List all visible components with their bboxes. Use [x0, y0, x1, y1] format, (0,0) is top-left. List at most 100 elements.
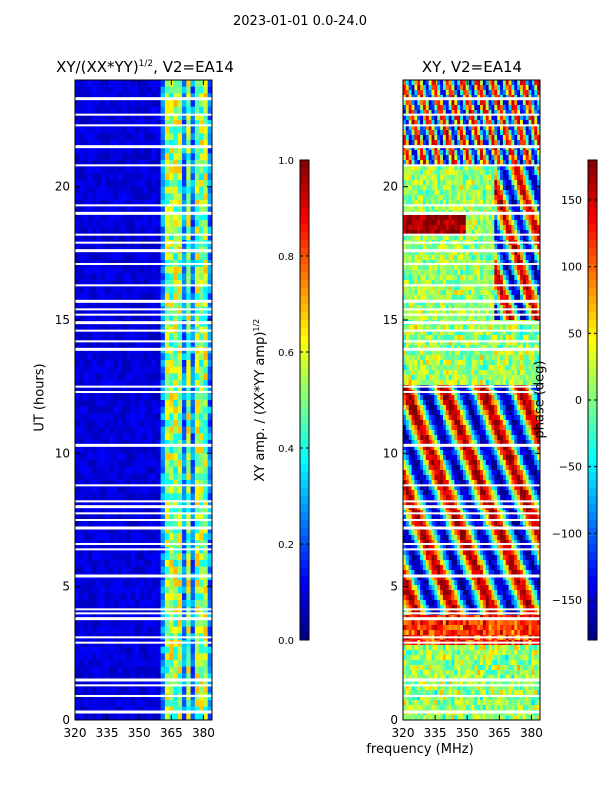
- left-flag-row: [75, 443, 212, 447]
- left-xtick-label: 380: [192, 726, 215, 740]
- left-flag-row: [75, 145, 212, 149]
- right-flag-row: [403, 512, 540, 515]
- left-flag-row: [75, 211, 212, 215]
- left-ytick-label: 10: [55, 446, 70, 460]
- left-flag-row: [75, 385, 212, 388]
- left-flag-row: [75, 329, 212, 332]
- right-plot-title: XY, V2=EA14: [421, 58, 523, 76]
- left-flag-row: [75, 263, 212, 265]
- right-flag-row: [403, 443, 540, 447]
- right-flag-row: [403, 710, 540, 714]
- right-flag-row: [403, 263, 540, 265]
- left-cbar-tick-label: 0.4: [278, 444, 294, 455]
- right-cbar-tick-label: 100: [561, 261, 582, 274]
- right-cbar-tick-label: −50: [559, 461, 582, 474]
- flagged-rows: [75, 97, 540, 714]
- left-xtick-label: 365: [160, 726, 183, 740]
- left-flag-row: [75, 233, 212, 236]
- left-flag-row: [75, 608, 212, 611]
- right-flag-row: [403, 519, 540, 521]
- right-flag-row: [403, 574, 540, 578]
- right-flag-row: [403, 548, 540, 551]
- right-flag-row: [403, 204, 540, 207]
- left-cbar-tick-label: 0.0: [278, 636, 294, 647]
- left-flag-row: [75, 391, 212, 393]
- left-cbar-tick-label: 0.2: [278, 540, 294, 551]
- right-xtick-label: 365: [488, 726, 511, 740]
- right-ytick-label: 10: [383, 446, 398, 460]
- left-flag-row: [75, 636, 212, 639]
- right-flag-row: [403, 313, 540, 316]
- right-flag-row: [403, 391, 540, 393]
- left-flag-row: [75, 484, 212, 487]
- left-flag-row: [75, 678, 212, 682]
- right-axes-frame: [402, 79, 541, 721]
- left-flag-row: [75, 574, 212, 578]
- right-colorbar: [588, 160, 597, 641]
- right-flag-row: [403, 340, 540, 343]
- right-flag-row: [403, 636, 540, 639]
- left-title-tail: , V2=EA14: [153, 58, 234, 76]
- left-xtick-label: 335: [96, 726, 119, 740]
- right-ytick-label: 15: [383, 313, 398, 327]
- left-flag-row: [75, 340, 212, 343]
- right-flag-row: [403, 608, 540, 611]
- right-flag-row: [403, 543, 540, 545]
- left-flag-row: [75, 321, 212, 325]
- left-flag-row: [75, 710, 212, 714]
- right-xlabel: frequency (MHz): [366, 742, 474, 757]
- left-flag-row: [75, 612, 212, 615]
- right-ytick-label: 5: [390, 580, 398, 594]
- left-flag-row: [75, 308, 212, 311]
- left-flag-row: [75, 526, 212, 530]
- left-flag-row: [75, 97, 212, 101]
- left-ytick-label: 15: [55, 313, 70, 327]
- right-flag-row: [403, 612, 540, 615]
- left-cbar-tick-label: 0.8: [278, 252, 294, 263]
- right-flag-row: [403, 500, 540, 503]
- right-colorbar-label: phase (deg): [532, 360, 548, 439]
- figure-suptitle: 2023-01-01 0.0-24.0: [233, 14, 367, 29]
- right-flag-row: [403, 321, 540, 325]
- left-flag-row: [75, 347, 212, 351]
- right-flag-row: [403, 97, 540, 101]
- left-flag-row: [75, 113, 212, 116]
- right-flag-row: [403, 641, 540, 644]
- left-flag-row: [75, 204, 212, 207]
- left-axes-frame: [74, 79, 213, 721]
- left-cbar-tick-label: 0.6: [278, 348, 294, 359]
- right-flag-row: [403, 284, 540, 287]
- right-flag-row: [403, 347, 540, 351]
- left-ytick-label: 5: [62, 580, 70, 594]
- left-flag-row: [75, 641, 212, 644]
- right-flag-row: [403, 249, 540, 253]
- right-cbar-tick-label: −100: [552, 527, 582, 540]
- left-plot-title: XY/(XX*YY)1/2, V2=EA14: [30, 58, 260, 76]
- left-colorbar-frame: [299, 159, 310, 641]
- left-xtick-label: 350: [128, 726, 151, 740]
- right-flag-row: [403, 678, 540, 682]
- right-xtick-label: 320: [392, 726, 415, 740]
- left-flag-row: [75, 241, 212, 244]
- left-flag-row: [75, 548, 212, 551]
- right-flag-row: [403, 695, 540, 697]
- left-flag-row: [75, 543, 212, 545]
- right-flag-row: [403, 164, 540, 167]
- right-cbar-tick-label: 0: [575, 394, 582, 407]
- right-flag-row: [403, 617, 540, 621]
- right-flag-row: [403, 329, 540, 332]
- right-flag-row: [403, 241, 540, 244]
- right-flag-row: [403, 526, 540, 530]
- right-flag-row: [403, 385, 540, 388]
- left-flag-row: [75, 164, 212, 167]
- left-xtick-label: 320: [64, 726, 87, 740]
- right-heatmap-cells: [403, 80, 541, 721]
- left-flag-row: [75, 313, 212, 316]
- right-flag-row: [403, 233, 540, 236]
- left-heatmap-cells: [75, 80, 213, 721]
- left-flag-row: [75, 284, 212, 287]
- right-ytick-label: 20: [383, 180, 398, 194]
- right-flag-row: [403, 145, 540, 149]
- left-cbar-label-main: XY amp. / (XX*YY amp): [253, 331, 269, 482]
